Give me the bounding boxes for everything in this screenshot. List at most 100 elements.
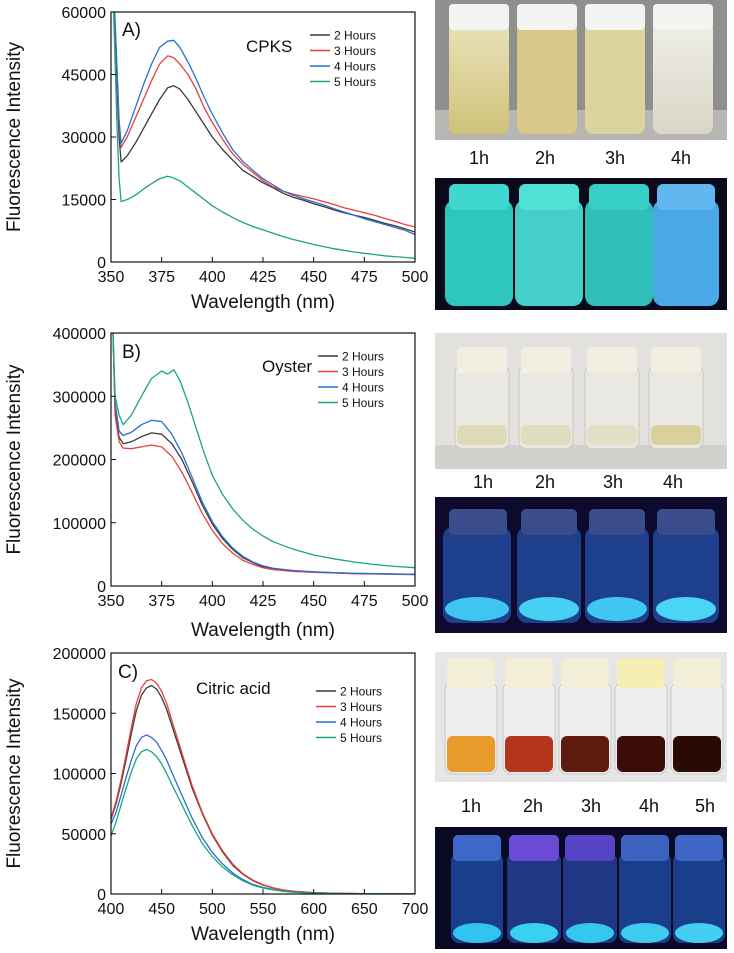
photo-label: 2h (534, 472, 556, 492)
photo-oyster-uv (435, 497, 727, 633)
x-tick-label: 475 (351, 593, 378, 610)
plot-area (112, 12, 415, 259)
y-tick-label: 400000 (53, 326, 106, 343)
photo-label: 4h (670, 148, 692, 168)
y-axis-label: Fluorescence Intensity (4, 678, 25, 869)
legend-label: 4 Hours (334, 60, 376, 74)
photo-label: 1h (460, 796, 482, 816)
y-axis-label: Fluorescence Intensity (4, 41, 25, 232)
photo-label: 4h (638, 796, 660, 816)
x-tick-label: 350 (98, 593, 125, 610)
panel-label: B) (122, 342, 141, 363)
photo-citric-daylight (435, 652, 727, 782)
y-tick-label: 45000 (62, 68, 107, 85)
legend-label: 3 Hours (334, 44, 376, 58)
x-tick-label: 375 (148, 269, 175, 286)
y-tick-label: 100000 (53, 767, 106, 784)
x-tick-label: 450 (300, 269, 327, 286)
x-tick-label: 350 (98, 269, 125, 286)
y-tick-label: 50000 (62, 827, 107, 844)
vial (585, 4, 645, 134)
series-line (112, 12, 415, 259)
plot-area (111, 678, 415, 894)
legend-label: 4 Hours (342, 381, 384, 395)
chart-panel: 350 375 400 425 450 475 500 0 15000 30000 45000 600… (4, 5, 429, 313)
photo-citric-uv (435, 827, 727, 949)
photo-cpks-uv (435, 178, 727, 310)
plot-area (112, 333, 415, 576)
legend-label: 2 Hours (340, 685, 382, 699)
series-line (111, 748, 415, 894)
vial (517, 4, 577, 134)
vial (653, 4, 713, 134)
x-tick-label: 425 (250, 593, 277, 610)
photo-label: 3h (602, 472, 624, 492)
legend-label: 5 Hours (340, 731, 382, 745)
x-tick-label: 400 (199, 269, 226, 286)
series-line (111, 678, 415, 894)
y-tick-label: 60000 (62, 5, 107, 22)
chart-panel: 400 450 500 550 600 650 700 0 50000 100000 150000 2… (4, 646, 428, 945)
x-tick-label: 400 (98, 901, 125, 918)
x-tick-label: 450 (148, 901, 175, 918)
photo-label: 3h (604, 148, 626, 168)
photo-label: 4h (662, 472, 684, 492)
y-axis-label: Fluorescence Intensity (4, 364, 25, 555)
x-tick-label: 500 (402, 593, 429, 610)
x-tick-label: 600 (300, 901, 327, 918)
photo-label: 3h (580, 796, 602, 816)
legend-label: 2 Hours (342, 350, 384, 364)
legend-label: 2 Hours (334, 29, 376, 43)
y-tick-label: 300000 (53, 389, 106, 406)
x-axis-label: Wavelength (nm) (191, 292, 335, 313)
x-tick-label: 500 (402, 269, 429, 286)
x-tick-label: 425 (250, 269, 277, 286)
y-tick-label: 0 (97, 887, 106, 904)
x-tick-label: 550 (250, 901, 277, 918)
photo-label: 1h (472, 472, 494, 492)
photo-label: 2h (534, 148, 556, 168)
y-tick-label: 200000 (53, 453, 106, 470)
chart-title: Oyster (262, 357, 312, 376)
y-tick-label: 150000 (53, 706, 106, 723)
panel-label: A) (122, 20, 141, 41)
series-line (113, 12, 415, 228)
x-tick-label: 400 (199, 593, 226, 610)
vial (449, 4, 509, 134)
chart-title: CPKS (246, 37, 292, 56)
y-tick-label: 0 (97, 255, 106, 272)
series-line (112, 333, 415, 569)
x-tick-label: 475 (351, 269, 378, 286)
x-tick-label: 700 (402, 901, 429, 918)
x-axis-label: Wavelength (nm) (191, 924, 335, 945)
legend-label: 5 Hours (342, 396, 384, 410)
legend-label: 5 Hours (334, 75, 376, 89)
series-line (114, 12, 415, 236)
chart-title: Citric acid (196, 679, 271, 698)
photo-label: 5h (694, 796, 716, 816)
photo-label: 1h (468, 148, 490, 168)
x-tick-label: 375 (148, 593, 175, 610)
photo-label: 2h (522, 796, 544, 816)
panel-label: C) (118, 662, 138, 683)
y-tick-label: 100000 (53, 516, 106, 533)
x-axis-label: Wavelength (nm) (191, 620, 335, 641)
legend-label: 3 Hours (342, 365, 384, 379)
series-line (111, 734, 415, 894)
y-tick-label: 30000 (62, 130, 107, 147)
photo-cpks-daylight (435, 0, 727, 140)
y-tick-label: 0 (97, 579, 106, 596)
legend-label: 4 Hours (340, 716, 382, 730)
y-tick-label: 200000 (53, 646, 106, 663)
y-tick-label: 15000 (62, 193, 107, 210)
photo-oyster-daylight (435, 333, 727, 469)
x-tick-label: 450 (300, 593, 327, 610)
x-tick-label: 500 (199, 901, 226, 918)
series-line (112, 333, 415, 575)
legend-label: 3 Hours (340, 700, 382, 714)
chart-panel: 350 375 400 425 450 475 500 0 100000 200000 300000… (4, 326, 428, 641)
